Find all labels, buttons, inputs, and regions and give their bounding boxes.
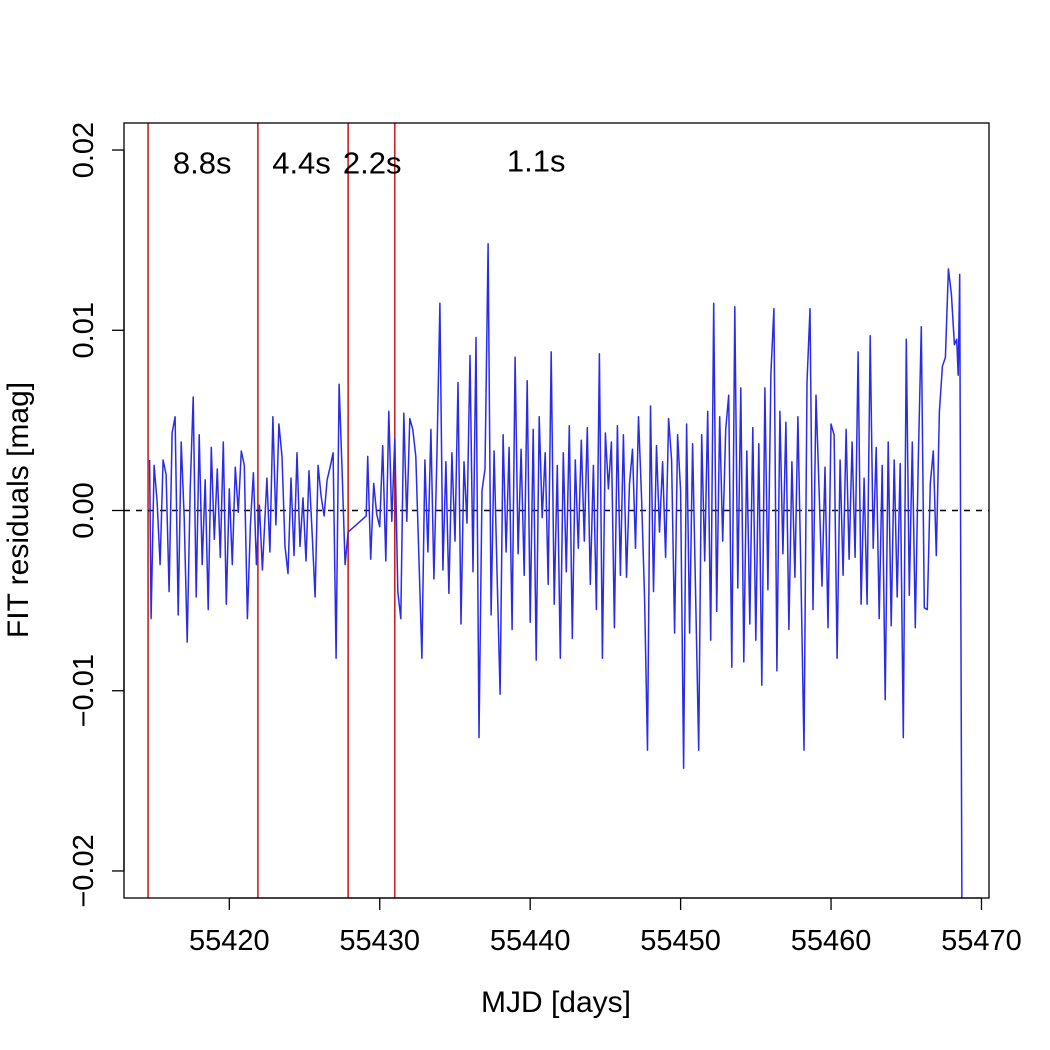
segment-label: 8.8s (173, 145, 232, 180)
x-axis: 55420 55430 55440 55450 55460 55470 (189, 897, 1022, 957)
x-tick-label: 55420 (189, 925, 270, 957)
x-axis-title: MJD [days] (481, 986, 631, 1019)
y-tick-label: −0.02 (68, 834, 100, 907)
x-tick-label: 55440 (490, 925, 571, 957)
x-tick-label: 55430 (339, 925, 420, 957)
segment-labels: 8.8s 4.4s 2.2s 1.1s (173, 144, 566, 181)
x-tick-label: 55450 (640, 925, 721, 957)
x-tick-label: 55460 (791, 925, 872, 957)
y-tick-label: 0.02 (68, 122, 100, 178)
residuals-series-line (148, 243, 963, 898)
segment-label: 4.4s (272, 145, 331, 180)
x-tick-label: 55470 (941, 925, 1022, 957)
segment-label: 1.1s (507, 144, 566, 179)
y-tick-label: −0.01 (68, 654, 100, 727)
y-tick-label: 0.00 (68, 482, 100, 538)
y-axis: −0.02 −0.01 0.00 0.01 0.02 (68, 122, 125, 908)
segment-label: 2.2s (343, 145, 402, 180)
y-tick-label: 0.01 (68, 302, 100, 358)
y-axis-title: FIT residuals [mag] (2, 382, 35, 638)
